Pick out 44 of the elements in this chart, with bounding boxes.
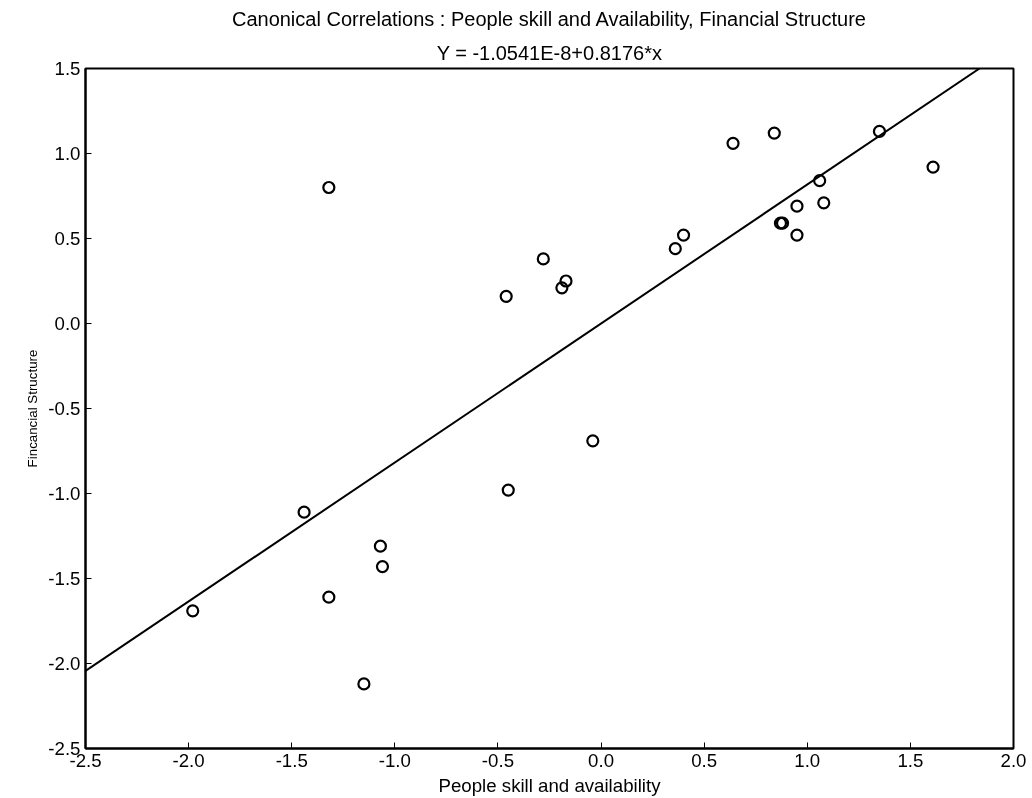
point: [536, 252, 550, 266]
point: [322, 180, 336, 195]
point: [501, 483, 515, 497]
chart-title: Canonical Correlations : People skill and Availability, Financial Structure: [231, 7, 866, 30]
point: [790, 228, 804, 242]
y-tick-label: 0.0: [54, 313, 81, 334]
point: [586, 434, 600, 448]
y-tick-label: -2.0: [48, 653, 81, 674]
point: [555, 281, 569, 295]
point: [872, 124, 887, 138]
y-tick-label: 1.5: [54, 58, 81, 79]
x-axis-title: People skill and availability: [438, 774, 662, 796]
point: [668, 242, 682, 256]
chart-subtitle: Y = -1.0541E-8+0.8176*x: [436, 41, 663, 64]
point: [790, 199, 804, 213]
x-tick-label: 0.0: [588, 749, 615, 771]
y-tick-label: 0.5: [54, 228, 81, 249]
x-tick-label: -0.5: [481, 749, 515, 771]
point: [499, 289, 513, 303]
point: [813, 174, 827, 188]
x-tick-label: -2.0: [172, 749, 205, 771]
x-tick-label: -1.5: [275, 749, 308, 771]
point: [767, 126, 781, 140]
y-tick-label: -1.5: [48, 568, 81, 589]
y-tick-label: -0.5: [48, 398, 81, 419]
point: [926, 160, 940, 174]
point: [297, 505, 311, 519]
point: [186, 604, 200, 618]
x-tick-label: 2.0: [1000, 749, 1027, 771]
point: [373, 539, 387, 553]
x-tick-label: -1.0: [378, 749, 411, 771]
x-tick-label: 0.5: [691, 749, 718, 771]
point: [375, 560, 390, 574]
y-axis-title: Fincancial Structure: [25, 349, 41, 468]
y-tick-label: -1.0: [48, 483, 81, 504]
point: [817, 196, 831, 210]
point: [357, 677, 371, 691]
y-tick-label: 1.0: [54, 143, 81, 164]
point: [559, 274, 573, 288]
point: [726, 136, 740, 150]
x-tick-label: 1.5: [897, 749, 924, 771]
x-tick-label: 1.0: [794, 749, 821, 771]
point: [676, 228, 691, 242]
point: [322, 590, 336, 604]
